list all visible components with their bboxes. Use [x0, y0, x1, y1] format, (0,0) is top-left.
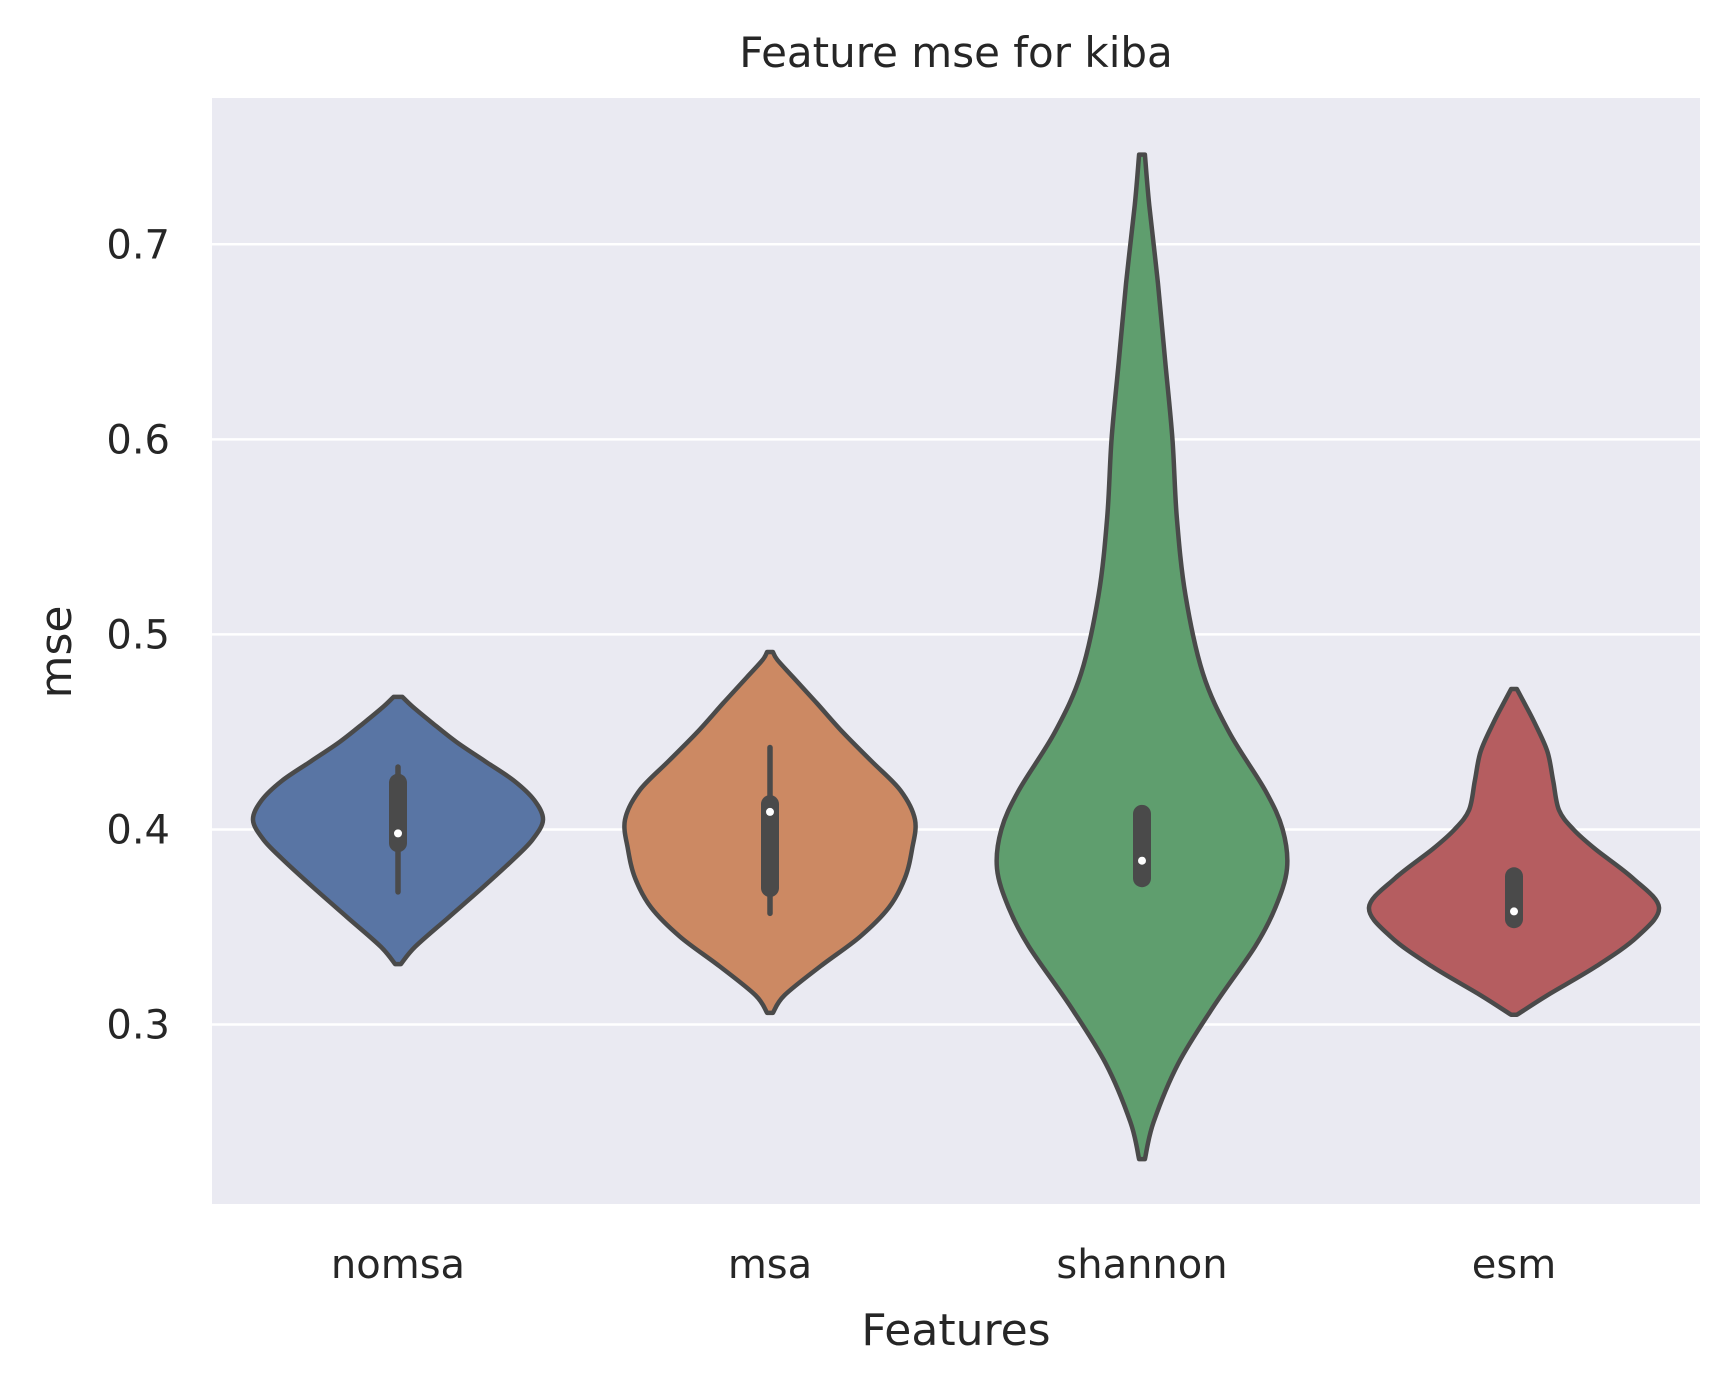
median-marker-shannon	[1138, 856, 1146, 865]
x-tick-label-nomsa: nomsa	[331, 1242, 465, 1288]
violin-shannon	[994, 152, 1290, 1162]
plot-area	[212, 98, 1700, 1204]
violin-body-shannon	[994, 152, 1290, 1162]
median-marker-msa	[766, 807, 774, 816]
x-tick-labels: nomsa msa shannon esm	[331, 1242, 1556, 1288]
x-tick-label-shannon: shannon	[1056, 1242, 1227, 1288]
violin-nomsa	[250, 694, 546, 967]
y-tick-label: 0.6	[106, 417, 170, 463]
violins	[250, 152, 1662, 1162]
x-axis-label: Features	[861, 1305, 1050, 1356]
y-tick-labels: 0.3 0.4 0.5 0.6 0.7	[106, 222, 170, 1048]
violin-esm	[1366, 686, 1662, 1018]
y-tick-label: 0.3	[106, 1003, 170, 1049]
chart-title: Feature mse for kiba	[739, 28, 1173, 77]
x-tick-label-esm: esm	[1472, 1242, 1556, 1288]
x-tick-label-msa: msa	[728, 1242, 812, 1288]
y-tick-label: 0.5	[106, 612, 170, 658]
median-marker-nomsa	[394, 829, 402, 838]
violin-msa	[622, 649, 918, 1016]
y-axis-label: mse	[31, 606, 82, 699]
y-tick-label: 0.7	[106, 222, 170, 268]
violin-body-esm	[1366, 686, 1662, 1018]
y-tick-label: 0.4	[106, 807, 170, 853]
median-marker-esm	[1510, 907, 1518, 916]
